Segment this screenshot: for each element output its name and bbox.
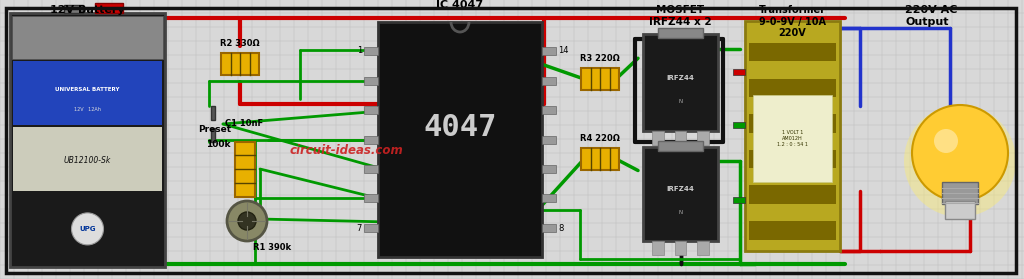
Bar <box>658 28 703 38</box>
Bar <box>658 141 703 151</box>
Bar <box>733 121 745 128</box>
Text: circuit-ideas.com: circuit-ideas.com <box>290 145 403 158</box>
Bar <box>643 34 718 131</box>
Text: R1 390k: R1 390k <box>253 243 291 252</box>
Text: N: N <box>679 99 683 104</box>
Circle shape <box>904 105 1016 217</box>
Circle shape <box>238 212 256 230</box>
Text: 4047: 4047 <box>423 113 497 142</box>
Text: 1: 1 <box>356 46 362 55</box>
Text: UB12100-Sk: UB12100-Sk <box>63 156 112 165</box>
Bar <box>581 68 618 90</box>
Bar <box>211 128 215 142</box>
Text: R4 220Ω: R4 220Ω <box>580 134 620 143</box>
Bar <box>542 194 556 202</box>
Bar <box>643 147 718 241</box>
Bar <box>364 136 378 143</box>
Text: R3 220Ω: R3 220Ω <box>581 54 620 63</box>
Text: 220V AC
Output: 220V AC Output <box>905 5 957 27</box>
Bar <box>12 16 163 59</box>
Bar <box>13 61 162 125</box>
Bar <box>753 95 831 182</box>
Text: 8: 8 <box>558 224 563 233</box>
Text: UPG: UPG <box>79 226 96 232</box>
Bar <box>745 21 840 251</box>
Text: 12V Battery: 12V Battery <box>50 5 125 15</box>
Bar <box>234 141 255 196</box>
Text: UNIVERSAL BATTERY: UNIVERSAL BATTERY <box>55 87 120 92</box>
Circle shape <box>934 129 958 153</box>
Circle shape <box>72 213 103 245</box>
Text: Preset: Preset <box>198 125 231 134</box>
Bar <box>364 194 378 202</box>
Text: C1 10nF: C1 10nF <box>225 119 263 129</box>
Text: 7: 7 <box>356 224 362 233</box>
Bar <box>364 106 378 114</box>
Bar <box>542 165 556 173</box>
Bar <box>542 47 556 55</box>
Bar <box>942 182 978 204</box>
Bar <box>749 150 836 168</box>
Bar <box>733 198 745 203</box>
Bar <box>675 131 686 145</box>
Bar <box>364 165 378 173</box>
Text: IC 4047: IC 4047 <box>436 0 483 10</box>
Text: IRFZ44: IRFZ44 <box>667 186 694 192</box>
Text: 12V   12Ah: 12V 12Ah <box>74 107 101 112</box>
Text: Transformer
9-0-9V / 10A
220V: Transformer 9-0-9V / 10A 220V <box>759 5 826 38</box>
Bar <box>749 221 836 239</box>
Text: 14: 14 <box>558 46 568 55</box>
Bar <box>542 136 556 143</box>
Bar <box>945 201 975 219</box>
Bar <box>749 114 836 133</box>
Bar <box>697 241 709 255</box>
Text: R2 330Ω: R2 330Ω <box>220 39 260 48</box>
Bar <box>542 224 556 232</box>
Text: IRFZ44: IRFZ44 <box>667 75 694 81</box>
Circle shape <box>912 105 1008 201</box>
Bar <box>542 77 556 85</box>
Bar <box>675 241 686 255</box>
Bar <box>542 106 556 114</box>
Bar <box>697 131 709 145</box>
Text: 1 VOLT 1
AM012H
1.2 : 0 : 54 1: 1 VOLT 1 AM012H 1.2 : 0 : 54 1 <box>777 130 808 146</box>
Bar <box>749 186 836 204</box>
Circle shape <box>227 201 267 241</box>
Bar <box>378 22 542 257</box>
Text: 100k: 100k <box>207 140 231 149</box>
Bar <box>749 43 836 61</box>
Bar <box>733 69 745 74</box>
Bar <box>652 131 664 145</box>
Bar <box>65 5 83 13</box>
Bar <box>364 77 378 85</box>
Bar <box>652 241 664 255</box>
Bar <box>95 3 123 13</box>
Bar <box>221 53 259 75</box>
Bar <box>581 148 618 170</box>
Text: MOSFET
IRFZ44 x 2: MOSFET IRFZ44 x 2 <box>649 5 712 27</box>
Bar <box>10 13 165 267</box>
Text: N: N <box>679 210 683 215</box>
Bar <box>211 106 215 120</box>
Bar <box>13 127 162 191</box>
Bar <box>364 47 378 55</box>
Bar <box>364 224 378 232</box>
Bar <box>749 78 836 97</box>
